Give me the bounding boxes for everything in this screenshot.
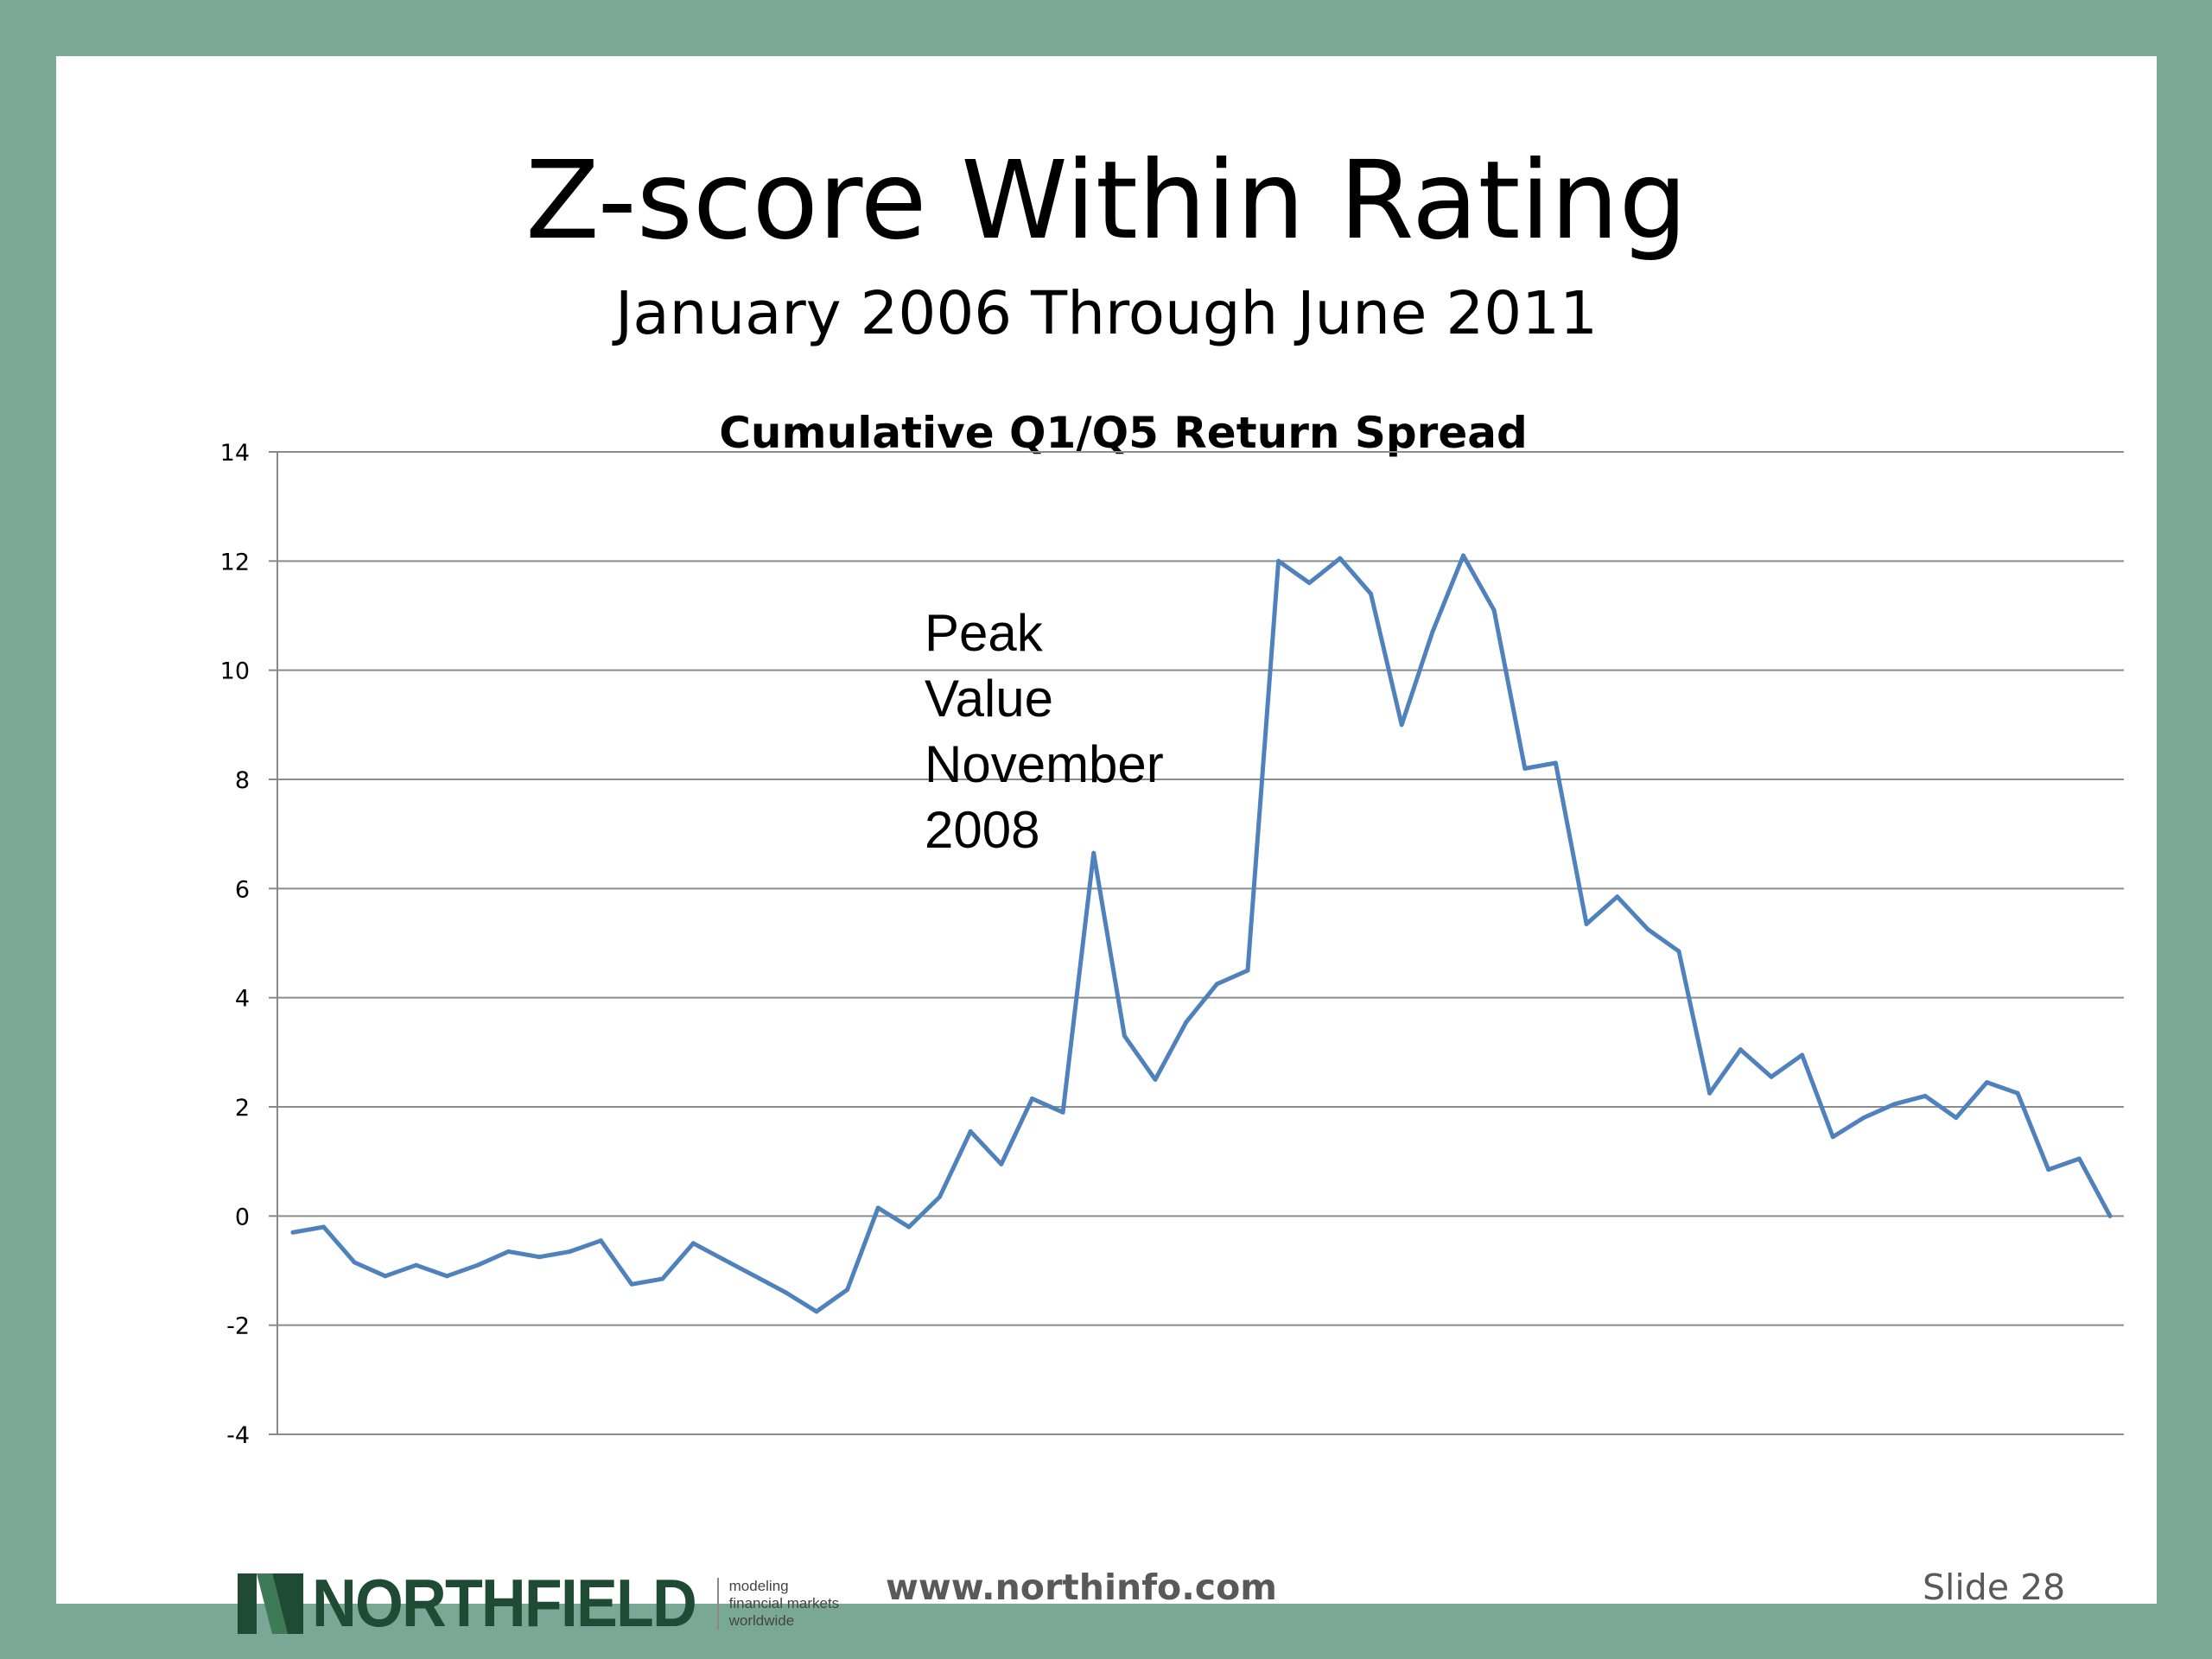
data-point <box>629 1281 634 1287</box>
data-point <box>1984 1080 1989 1085</box>
chart: Cumulative Q1/Q5 Return Spread -4 -2 0 2 4 6 8… <box>220 408 2124 1449</box>
data-point <box>1707 1090 1713 1096</box>
slide-number: Slide 28 <box>1923 1567 2066 1608</box>
data-point <box>352 1260 357 1265</box>
data-point <box>1491 607 1497 613</box>
y-tick-label: -4 <box>226 1422 250 1449</box>
data-point <box>2015 1090 2020 1096</box>
data-point <box>875 1205 880 1211</box>
data-point <box>568 1249 573 1254</box>
footer-url: www.northinfo.com <box>886 1567 1277 1608</box>
data-point <box>1338 556 1343 561</box>
data-point <box>1460 553 1465 558</box>
y-tick-label: 4 <box>235 986 250 1013</box>
data-point <box>1830 1135 1835 1140</box>
y-tick-label: 10 <box>220 658 250 685</box>
data-point <box>1553 760 1558 766</box>
northfield-wordmark: NORTHFIELD <box>312 1565 697 1641</box>
data-point <box>1584 921 1589 926</box>
data-point <box>1184 1020 1189 1025</box>
y-tick-label: -2 <box>226 1313 250 1340</box>
data-point <box>2046 1167 2051 1173</box>
logo-tagline-line: worldwide <box>728 1611 795 1629</box>
data-point <box>2107 1213 2113 1218</box>
slide-title: Z-score Within Rating <box>525 138 1688 264</box>
data-point <box>1029 1096 1034 1102</box>
data-point <box>814 1309 819 1314</box>
y-tick-label: 8 <box>235 767 250 794</box>
data-point <box>414 1262 419 1268</box>
data-point <box>444 1274 449 1279</box>
data-point <box>1738 1047 1743 1052</box>
data-point <box>1214 982 1219 987</box>
data-point <box>753 1274 758 1279</box>
data-point <box>938 1194 943 1199</box>
data-point <box>1769 1074 1774 1079</box>
y-tick-label: 12 <box>220 549 250 575</box>
annotation-line: Value <box>925 670 1053 728</box>
annotation-line: 2008 <box>925 801 1039 859</box>
data-point <box>783 1290 788 1295</box>
data-point <box>1276 558 1281 563</box>
data-point <box>1676 949 1681 954</box>
y-tick-label: 2 <box>235 1095 250 1122</box>
data-point <box>1430 629 1435 634</box>
data-point <box>1306 581 1312 586</box>
data-point <box>1245 968 1250 973</box>
data-point <box>1091 850 1096 855</box>
data-point <box>660 1276 665 1281</box>
y-tick-label: 6 <box>235 876 250 903</box>
data-point <box>999 1161 1004 1166</box>
data-point <box>1923 1093 1928 1098</box>
data-point <box>845 1287 850 1293</box>
data-point <box>721 1257 727 1262</box>
data-point <box>690 1241 696 1246</box>
data-point <box>1122 1033 1127 1039</box>
data-point <box>968 1128 973 1134</box>
peak-annotation: Peak Value November 2008 <box>925 604 1164 859</box>
annotation-line: Peak <box>925 604 1044 662</box>
data-point <box>290 1230 296 1235</box>
northfield-logo-mark-icon <box>238 1573 303 1634</box>
data-point <box>475 1262 480 1268</box>
series-line <box>290 553 2113 1314</box>
northfield-logo: NORTHFIELD modeling financial markets wo… <box>238 1564 876 1643</box>
annotation-line: November <box>925 735 1164 793</box>
y-tick-labels: -4 -2 0 2 4 6 8 10 12 14 <box>220 440 277 1449</box>
y-tick-label: 14 <box>220 440 250 467</box>
data-point <box>1891 1102 1897 1107</box>
y-tick-label: 0 <box>235 1204 250 1230</box>
data-point <box>906 1224 912 1230</box>
data-point <box>1615 894 1620 899</box>
data-point <box>1060 1109 1065 1115</box>
logo-tagline: modeling financial markets worldwide <box>716 1577 876 1630</box>
data-point <box>1861 1116 1866 1121</box>
gridlines <box>277 451 2124 1435</box>
data-point <box>1954 1116 1959 1121</box>
data-point <box>1399 722 1404 728</box>
data-point <box>1800 1052 1805 1058</box>
data-point <box>2076 1156 2082 1161</box>
data-point <box>598 1238 603 1243</box>
slide-subtitle: January 2006 Through June 2011 <box>615 279 1598 348</box>
data-point <box>1369 591 1374 596</box>
data-point <box>1522 766 1528 771</box>
data-point <box>321 1224 327 1230</box>
data-point <box>1153 1077 1158 1082</box>
slide: Z-score Within Rating January 2006 Throu… <box>56 56 2157 1641</box>
data-point <box>537 1255 542 1260</box>
data-point <box>506 1249 512 1254</box>
logo-tagline-line: modeling <box>728 1577 789 1594</box>
data-point <box>383 1274 388 1279</box>
data-point <box>1645 927 1650 932</box>
logo-tagline-line: financial markets <box>728 1594 840 1611</box>
chart-title: Cumulative Q1/Q5 Return Spread <box>719 408 1528 458</box>
data-points <box>290 553 2113 1314</box>
